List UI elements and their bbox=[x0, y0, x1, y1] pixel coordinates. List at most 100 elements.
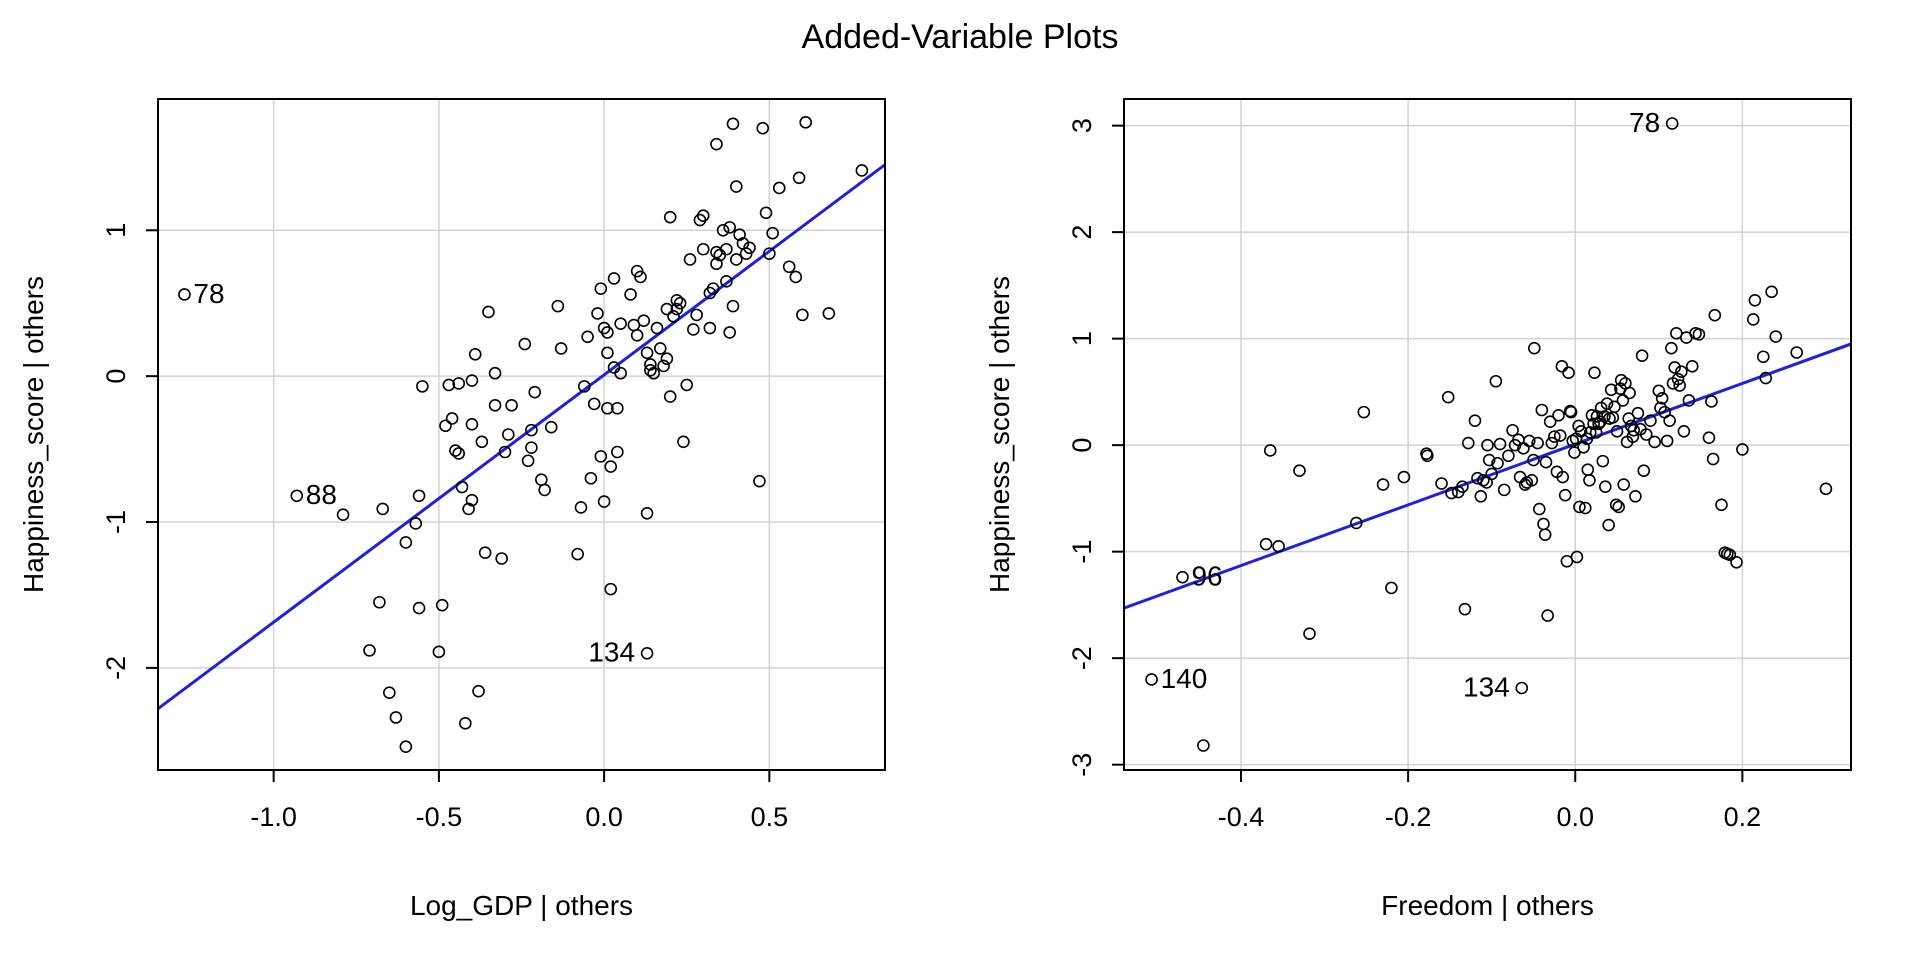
data-point bbox=[1552, 409, 1565, 422]
data-point bbox=[1397, 470, 1411, 484]
data-point bbox=[614, 317, 627, 330]
y-tick-label: -2 bbox=[1067, 646, 1097, 670]
data-point bbox=[611, 401, 624, 415]
data-point bbox=[687, 323, 700, 336]
data-point bbox=[763, 247, 776, 260]
data-point bbox=[1631, 406, 1645, 420]
data-point bbox=[601, 401, 614, 415]
x-tick-label: 0.2 bbox=[1724, 802, 1762, 832]
data-point bbox=[571, 547, 584, 561]
data-point bbox=[416, 380, 429, 393]
regression-line bbox=[158, 163, 885, 710]
data-point bbox=[723, 221, 736, 234]
data-point bbox=[1541, 609, 1554, 622]
point-id-label: 134 bbox=[588, 637, 635, 668]
data-point bbox=[1609, 498, 1623, 512]
data-point bbox=[1599, 480, 1612, 493]
data-point bbox=[1385, 581, 1398, 595]
data-point bbox=[525, 441, 538, 454]
grid-lines bbox=[1124, 99, 1851, 770]
y-tick-label: 1 bbox=[1067, 331, 1097, 346]
data-point bbox=[1648, 435, 1661, 449]
axis-ticks: -0.4 -0.2 0.0 0.2 -3 -2 -1 0 1 2 3 bbox=[1067, 118, 1761, 832]
data-point bbox=[756, 121, 770, 135]
data-point bbox=[1629, 489, 1642, 503]
data-point bbox=[1548, 430, 1561, 443]
data-point bbox=[505, 399, 518, 412]
data-point bbox=[1539, 455, 1553, 469]
x-tick-label: -0.2 bbox=[1385, 802, 1432, 832]
data-point bbox=[729, 180, 743, 193]
axis-ticks: -1.0 -0.5 0.0 0.5 -2 -1 0 1 bbox=[101, 223, 788, 832]
data-point bbox=[1533, 502, 1546, 516]
data-point bbox=[1543, 415, 1557, 429]
y-tick-label: -3 bbox=[1067, 753, 1097, 777]
data-point bbox=[528, 385, 542, 399]
data-point bbox=[1581, 463, 1595, 476]
data-point bbox=[759, 206, 773, 220]
data-point bbox=[462, 502, 475, 516]
data-point bbox=[720, 242, 733, 256]
data-point bbox=[594, 282, 608, 295]
data-point bbox=[1623, 386, 1636, 400]
data-point bbox=[677, 435, 690, 449]
data-point bbox=[726, 117, 740, 131]
data-point bbox=[1706, 452, 1720, 466]
data-point bbox=[376, 502, 390, 516]
data-point bbox=[604, 582, 618, 596]
data-point bbox=[660, 302, 674, 316]
y-tick-label: 2 bbox=[1067, 225, 1097, 240]
data-point bbox=[1589, 426, 1603, 439]
data-point bbox=[1790, 346, 1803, 359]
data-point bbox=[663, 210, 677, 224]
data-point bbox=[1485, 467, 1498, 481]
data-point bbox=[501, 428, 515, 441]
labeled-data-point bbox=[290, 489, 304, 503]
data-point bbox=[743, 241, 756, 255]
data-point bbox=[1677, 425, 1691, 438]
data-point bbox=[525, 423, 538, 437]
data-point bbox=[587, 397, 601, 411]
data-point bbox=[624, 288, 637, 301]
point-id-label: 140 bbox=[1161, 663, 1208, 694]
data-point bbox=[1435, 477, 1448, 490]
data-point bbox=[1580, 432, 1594, 446]
data-points: 78 96 140 134 bbox=[1145, 107, 1833, 752]
data-point bbox=[1622, 412, 1636, 425]
data-point bbox=[1736, 443, 1749, 456]
data-point bbox=[782, 260, 796, 274]
data-point bbox=[1293, 464, 1306, 478]
data-point bbox=[1665, 341, 1678, 355]
data-point bbox=[1596, 454, 1610, 468]
data-point bbox=[660, 352, 674, 365]
point-id-label: 78 bbox=[1629, 107, 1660, 138]
data-point bbox=[452, 377, 466, 390]
grid-lines bbox=[158, 99, 885, 770]
data-point bbox=[1588, 366, 1601, 380]
data-point bbox=[488, 399, 502, 412]
data-point bbox=[373, 595, 386, 609]
data-point bbox=[577, 380, 591, 393]
data-point bbox=[1562, 366, 1575, 380]
data-point bbox=[766, 226, 779, 240]
data-point bbox=[1769, 330, 1783, 343]
data-point bbox=[1644, 414, 1657, 427]
data-point bbox=[1663, 414, 1676, 427]
data-point bbox=[1746, 313, 1760, 326]
data-point bbox=[1556, 470, 1570, 484]
data-point bbox=[647, 366, 660, 380]
data-point bbox=[455, 480, 469, 494]
x-tick-label: 0.0 bbox=[585, 802, 623, 832]
data-point bbox=[1468, 414, 1482, 427]
data-point bbox=[1350, 516, 1363, 530]
data-point bbox=[1756, 350, 1770, 364]
y-tick-label: 0 bbox=[101, 369, 131, 384]
data-point bbox=[1585, 409, 1599, 422]
data-point bbox=[535, 473, 548, 487]
data-point bbox=[1502, 449, 1515, 463]
data-point bbox=[465, 493, 479, 507]
y-tick-label: 1 bbox=[101, 223, 131, 238]
data-point bbox=[1518, 478, 1532, 491]
data-point bbox=[667, 310, 680, 323]
data-point bbox=[720, 275, 733, 288]
